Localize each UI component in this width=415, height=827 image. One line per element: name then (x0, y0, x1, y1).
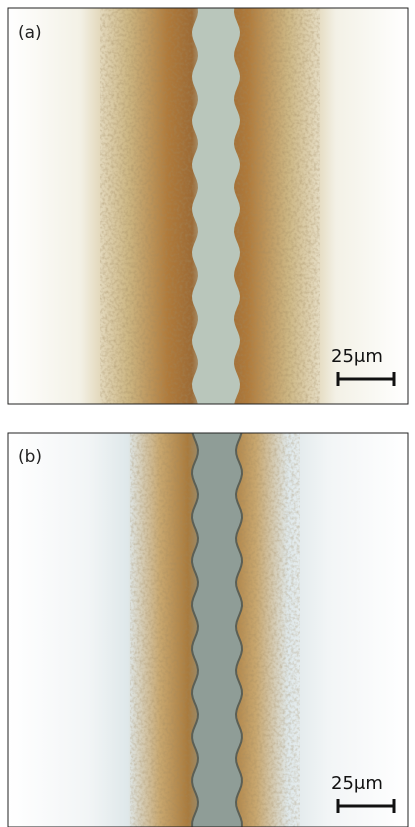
panel-border (7, 432, 409, 827)
scale-label: 25μm (331, 773, 383, 794)
panel-border (7, 7, 409, 405)
panel-a-image (8, 8, 408, 404)
scale-bar (336, 372, 396, 386)
panel-b-image (8, 433, 408, 827)
scale-label: 25μm (331, 346, 383, 367)
panel-label: (b) (18, 447, 42, 467)
panel-label: (a) (18, 23, 42, 43)
scale-bar (336, 799, 396, 813)
